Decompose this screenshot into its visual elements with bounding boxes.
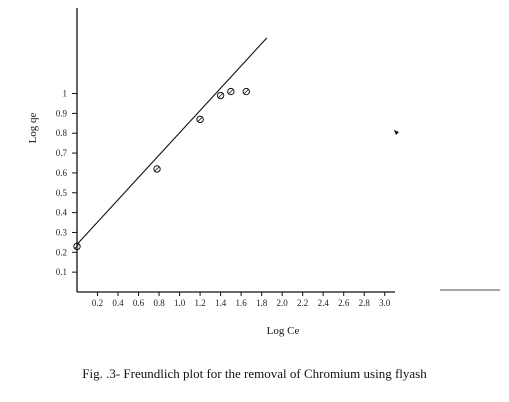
- data-point: [242, 87, 250, 96]
- y-tick-label: 0.9: [56, 108, 68, 118]
- y-tick-label: 1: [63, 89, 68, 99]
- x-tick-label: 1.2: [194, 298, 205, 308]
- y-tick-group: 0.1 0.2 0.3 0.4 0.5 0.6 0.7 0.8 0.9 1: [56, 89, 77, 277]
- data-point-group: [73, 87, 250, 251]
- y-tick-label: 0.5: [56, 188, 68, 198]
- data-point-slash: [154, 166, 160, 172]
- x-tick-label: 2.6: [338, 298, 350, 308]
- data-point-slash: [228, 89, 234, 95]
- x-tick-group: 0.2 0.4 0.6 0.8 1.0 1.2 1.4 1.6 1.8 2.0 2.2 2.4 2.6 2…: [92, 292, 391, 308]
- x-tick-label: 0.8: [153, 298, 165, 308]
- data-point-slash: [197, 116, 203, 122]
- x-tick-label: 0.6: [133, 298, 145, 308]
- x-tick-label: 2.0: [277, 298, 289, 308]
- fit-line: [76, 37, 268, 245]
- x-tick-label: 0.2: [92, 298, 103, 308]
- y-tick-label: 0.1: [56, 267, 67, 277]
- data-point: [196, 115, 204, 124]
- x-tick-label: 2.2: [297, 298, 308, 308]
- x-tick-label: 1.0: [174, 298, 186, 308]
- y-tick-label: 0.3: [56, 227, 68, 237]
- y-tick-label: 0.2: [56, 247, 67, 257]
- x-tick-label: 2.8: [359, 298, 371, 308]
- x-tick-label: 2.4: [318, 298, 330, 308]
- data-point-slash: [74, 243, 80, 249]
- data-point: [227, 87, 235, 96]
- y-tick-label: 0.7: [56, 148, 68, 158]
- data-point-slash: [218, 93, 224, 99]
- y-tick-label: 0.4: [56, 208, 68, 218]
- y-tick-label: 0.8: [56, 128, 68, 138]
- x-tick-label: 1.8: [256, 298, 268, 308]
- x-axis-label: Log Ce: [267, 325, 300, 337]
- x-tick-label: 1.6: [236, 298, 248, 308]
- stray-mark: [394, 130, 399, 135]
- y-axis-label: Log qe: [27, 112, 39, 143]
- data-point-slash: [243, 89, 249, 95]
- figure-caption: Fig. .3- Freundlich plot for the removal…: [82, 366, 427, 381]
- data-point: [153, 165, 161, 173]
- data-point: [216, 91, 225, 100]
- axes: [76, 8, 500, 293]
- fit-line-group: [76, 37, 268, 245]
- x-tick-label: 1.4: [215, 298, 227, 308]
- y-tick-label: 0.6: [56, 168, 68, 178]
- data-point: [73, 242, 81, 251]
- x-tick-label: 0.4: [112, 298, 124, 308]
- x-tick-label: 3.0: [379, 298, 391, 308]
